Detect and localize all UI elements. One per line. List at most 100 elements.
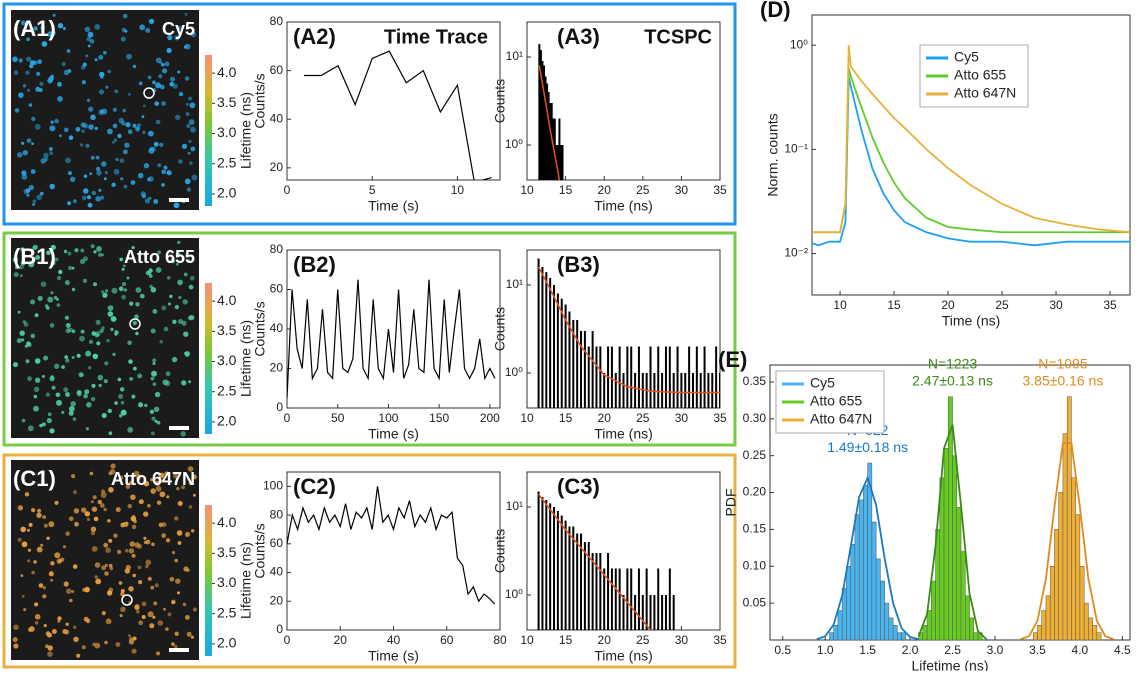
spot (174, 631, 179, 636)
spot (50, 375, 54, 379)
spot (156, 420, 161, 425)
spot (42, 515, 47, 519)
spot (50, 244, 56, 250)
spot (107, 69, 112, 74)
spot (178, 91, 184, 97)
spot (47, 296, 54, 303)
spot (192, 607, 197, 612)
spot (42, 586, 46, 590)
spot (187, 151, 191, 155)
hist-bar (892, 625, 898, 641)
spot (149, 409, 155, 414)
y-axis-label: Counts (492, 529, 508, 573)
fit-line (537, 266, 720, 394)
spot (136, 609, 140, 614)
spot (169, 81, 174, 87)
spot (41, 41, 48, 47)
x-tick-label: 0.5 (774, 643, 791, 657)
spot (155, 267, 162, 273)
spot (95, 578, 102, 585)
spot (47, 651, 53, 657)
spot (95, 196, 101, 202)
x-tick-label: 10 (451, 183, 465, 197)
y-tick-label: 60 (270, 63, 284, 77)
spot (124, 548, 129, 553)
spot (54, 363, 60, 369)
spot (105, 85, 109, 89)
spot (17, 505, 24, 511)
spot (127, 340, 132, 346)
spot (177, 240, 181, 244)
spot (94, 332, 100, 338)
spot (68, 516, 74, 522)
spot (145, 539, 151, 545)
spot (176, 530, 183, 536)
spot (163, 326, 169, 332)
spot (176, 25, 181, 30)
colorbar-label: Lifetime (ns) (238, 542, 254, 619)
spot (86, 195, 92, 200)
colorbar-tick-label: 3.5 (217, 544, 237, 560)
hist-bar (854, 514, 860, 641)
spot (28, 522, 33, 527)
spot (188, 119, 195, 125)
spot (105, 618, 112, 625)
x-tick-label: 2.5 (944, 643, 961, 657)
spot (79, 335, 85, 342)
spot (105, 289, 109, 293)
spot (25, 70, 30, 75)
y-tick-label: 20 (270, 160, 284, 174)
x-tick-label: 80 (493, 633, 507, 647)
spot (43, 523, 48, 528)
hist-bar (922, 625, 928, 641)
spot (45, 392, 51, 397)
spot (71, 287, 76, 292)
spot (34, 377, 41, 383)
spot (128, 634, 131, 637)
spot (100, 290, 105, 294)
spot (174, 35, 180, 41)
x-axis-label: Time (ns) (594, 648, 653, 664)
data-line (287, 486, 496, 605)
spot (73, 508, 80, 514)
spot (120, 606, 126, 612)
spot (28, 261, 35, 268)
y-axis-label: Norm. counts (765, 113, 781, 196)
spot (128, 636, 134, 642)
spot (103, 177, 107, 181)
spot (186, 259, 191, 263)
spot (128, 548, 135, 554)
lifetime-annotation: 1.49±0.18 ns (827, 439, 908, 455)
spot (50, 561, 55, 566)
spot (184, 76, 190, 81)
x-tick-label: 25 (636, 633, 650, 647)
x-tick-label: 1.0 (817, 643, 834, 657)
hist-bar (931, 580, 936, 641)
spot (152, 309, 158, 314)
spot (103, 542, 109, 548)
spot (108, 431, 113, 436)
y-tick-label: 0.25 (743, 448, 767, 462)
spot (85, 350, 92, 357)
hist-bar (1066, 396, 1072, 641)
spot (13, 272, 19, 278)
spot (100, 195, 105, 200)
spot (167, 276, 171, 280)
spot (69, 598, 73, 603)
scale-bar (169, 426, 189, 430)
y-tick-label: 10¹ (506, 499, 523, 513)
spot (68, 406, 75, 412)
spot (64, 629, 70, 635)
spot (187, 466, 194, 472)
y-axis-label: Counts/s (252, 523, 268, 578)
spot (107, 128, 113, 135)
spot (162, 68, 168, 74)
spot (101, 412, 107, 419)
panel-label: (B3) (557, 252, 600, 277)
spot (77, 392, 82, 397)
spot (183, 566, 189, 572)
hist-bar (897, 632, 902, 641)
spot (153, 141, 159, 147)
spot (71, 356, 75, 359)
spot (147, 503, 151, 508)
